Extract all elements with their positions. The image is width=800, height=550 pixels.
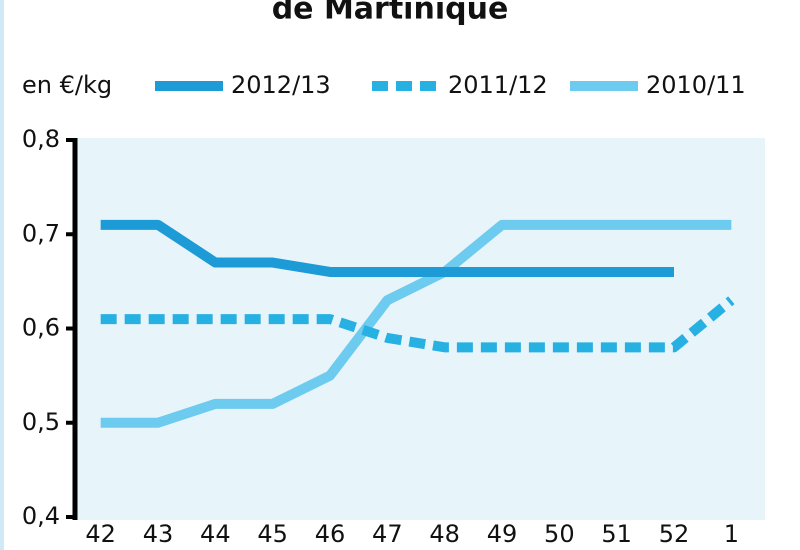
x-tick-label: 52 bbox=[659, 520, 690, 548]
y-tick-label: 0,4 bbox=[22, 502, 60, 530]
y-tick-label: 0,8 bbox=[22, 125, 60, 153]
plot-area bbox=[75, 138, 765, 520]
x-tick-label: 44 bbox=[200, 520, 231, 548]
x-tick-label: 49 bbox=[487, 520, 518, 548]
y-tick-label: 0,5 bbox=[22, 408, 60, 436]
legend-label: 2012/13 bbox=[231, 71, 331, 99]
x-tick-label: 42 bbox=[85, 520, 116, 548]
y-axis-label: en €/kg bbox=[22, 71, 112, 99]
series-line bbox=[100, 219, 674, 277]
x-tick-label: 48 bbox=[429, 520, 460, 548]
series-line bbox=[100, 296, 735, 353]
y-tick-label: 0,7 bbox=[22, 219, 60, 247]
y-tick-label: 0,6 bbox=[22, 314, 60, 342]
x-tick-label: 1 bbox=[724, 520, 739, 548]
x-tick-label: 46 bbox=[315, 520, 346, 548]
x-tick-label: 50 bbox=[544, 520, 575, 548]
chart-title: de Martinique bbox=[272, 0, 509, 27]
legend-label: 2010/11 bbox=[646, 71, 746, 99]
x-tick-label: 47 bbox=[372, 520, 403, 548]
x-tick-label: 43 bbox=[143, 520, 174, 548]
x-tick-label: 45 bbox=[257, 520, 288, 548]
series-line bbox=[100, 219, 732, 428]
page-border bbox=[0, 0, 4, 550]
x-tick-label: 51 bbox=[601, 520, 632, 548]
legend-label: 2011/12 bbox=[448, 71, 548, 99]
